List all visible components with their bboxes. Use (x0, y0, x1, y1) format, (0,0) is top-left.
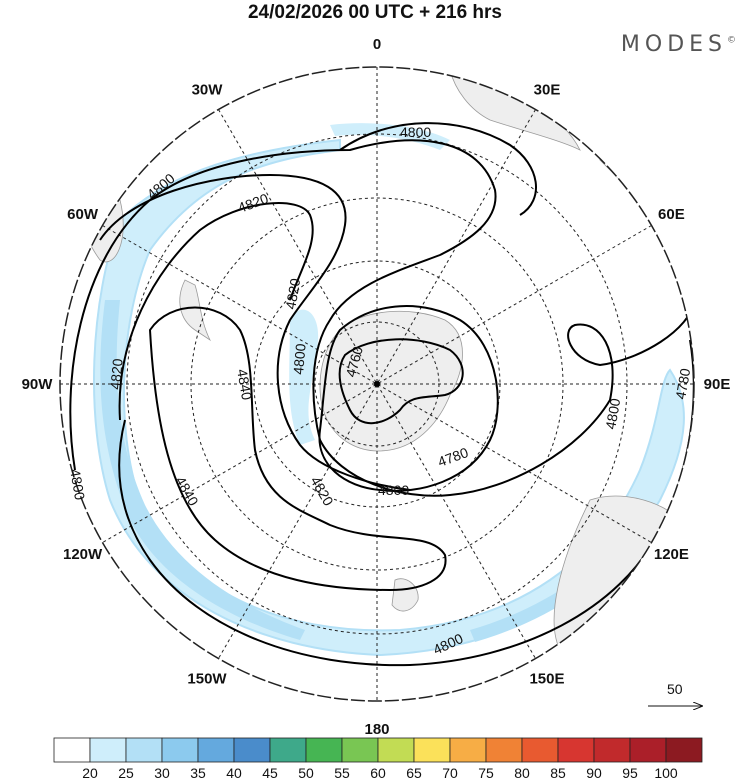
contour-label: 4820 (282, 277, 303, 311)
colorbar-tick-label: 85 (550, 765, 566, 781)
colorbar-swatch (53, 737, 91, 763)
meridian-label: 90W (22, 376, 54, 393)
colorbar-tick-label: 70 (442, 765, 458, 781)
colorbar-swatch (161, 737, 199, 763)
meridian-label: 60E (658, 206, 685, 223)
colorbar-tick-label: 30 (154, 765, 170, 781)
colorbar-swatch (665, 737, 703, 763)
vector-scale: 50 (648, 681, 702, 706)
pole-marker (374, 381, 380, 387)
contour-label: 4800 (290, 343, 309, 376)
colorbar-swatch (305, 737, 343, 763)
contour-label: 4800 (378, 482, 409, 498)
vector-scale-label: 50 (667, 681, 683, 697)
colorbar-swatch (197, 737, 235, 763)
meridian-labels: 0 30E 60E 90E 120E 150E 180 150W 120W 90W 60W 30W (22, 36, 731, 738)
meridian-label: 90E (704, 376, 731, 393)
brand-logo: MODES© (621, 32, 736, 57)
colorbar: 20 25 30 35 40 45 50 55 60 65 70 75 80 85 90 95 100 (53, 737, 703, 781)
contour-label: 4760 (342, 344, 366, 378)
colorbar-swatch (557, 737, 595, 763)
map-title: 24/02/2026 00 UTC + 216 hrs (247, 2, 503, 23)
meridian-label: 150W (187, 670, 227, 687)
colorbar-tick-label: 40 (226, 765, 242, 781)
contour-label: 4800 (400, 124, 431, 140)
contour-label: 4820 (107, 358, 126, 391)
meridian-label: 180 (364, 721, 389, 738)
meridian-label: 0 (373, 36, 381, 53)
contour-label: 4780 (672, 367, 693, 401)
colorbar-swatch (233, 737, 271, 763)
colorbar-tick-label: 80 (514, 765, 530, 781)
colorbar-swatch (593, 737, 631, 763)
contour-label: 4800 (67, 468, 88, 502)
colorbar-swatch (449, 737, 487, 763)
brand-text: MODES (620, 32, 727, 57)
colorbar-tick-label: 60 (370, 765, 386, 781)
contour-label: 4800 (602, 397, 623, 431)
colorbar-swatch (89, 737, 127, 763)
colorbar-tick-label: 100 (654, 765, 678, 781)
colorbar-swatch (485, 737, 523, 763)
contour-label: 4780 (436, 444, 471, 470)
colorbar-swatch (125, 737, 163, 763)
colorbar-tick-label: 25 (118, 765, 134, 781)
map-border (59, 66, 695, 702)
colorbar-swatch (269, 737, 307, 763)
contour-label: 4820 (236, 190, 271, 216)
meridian-label: 30W (192, 82, 224, 99)
meridian-label: 30E (534, 82, 561, 99)
colorbar-tick-label: 90 (586, 765, 602, 781)
meridian-label: 60W (67, 206, 99, 223)
contour-label: 4840 (234, 368, 255, 402)
contour-label: 4820 (307, 474, 337, 509)
colorbar-swatch (341, 737, 379, 763)
colorbar-swatch (629, 737, 667, 763)
meridian-label: 150E (529, 670, 564, 687)
colorbar-tick-label: 95 (622, 765, 638, 781)
colorbar-tick-label: 20 (82, 765, 98, 781)
colorbar-tick-label: 45 (262, 765, 278, 781)
contour-label: 4840 (172, 474, 202, 509)
colorbar-tick-label: 65 (406, 765, 422, 781)
colorbar-tick-label: 75 (478, 765, 494, 781)
meridian-label: 120W (63, 546, 103, 563)
colorbar-swatch (413, 737, 451, 763)
meridian-label: 120E (654, 546, 689, 563)
colorbar-tick-label: 35 (190, 765, 206, 781)
colorbar-swatch (377, 737, 415, 763)
colorbar-tick-label: 55 (334, 765, 350, 781)
colorbar-swatch (521, 737, 559, 763)
brand-mark: © (727, 35, 736, 46)
colorbar-tick-label: 50 (298, 765, 314, 781)
graticule (60, 67, 694, 701)
